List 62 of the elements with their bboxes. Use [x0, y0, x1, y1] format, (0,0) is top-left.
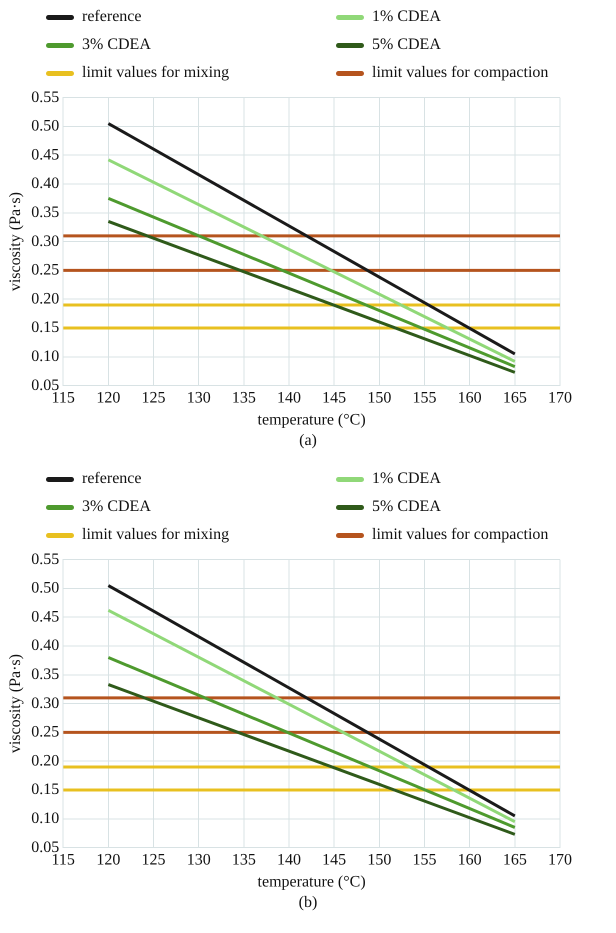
y-axis-title: viscosity (Pa·s): [6, 654, 24, 754]
legend-label: 1% CDEA: [372, 8, 441, 26]
text: (a): [298, 432, 318, 450]
x-tick-label: 120: [96, 851, 120, 868]
y-tick-label: 0.30: [31, 232, 60, 250]
x-tick-label: 170: [548, 851, 572, 868]
y-tick-label: 0.55: [31, 550, 60, 568]
y-tick-label: 0.55: [31, 88, 60, 106]
x-tick-label: 155: [412, 389, 437, 406]
legend-label: limit values for compaction: [372, 64, 548, 82]
x-axis-title: temperature (°C): [258, 874, 366, 891]
y-tick-label: 0.35: [31, 666, 60, 684]
x-tick-label: 135: [232, 851, 256, 868]
y-tick-label: 0.35: [31, 204, 60, 222]
x-tick-label: 130: [186, 389, 211, 406]
x-tick-label: 140: [277, 389, 302, 406]
x-tick-label: 165: [502, 851, 527, 868]
y-tick-label: 0.15: [31, 781, 60, 798]
y-tick-label: 0.15: [31, 319, 60, 336]
y-tick-label: 0.40: [31, 637, 60, 654]
legend-label: reference: [82, 8, 142, 26]
y-tick-label: 0.45: [31, 608, 60, 626]
x-tick-label: 115: [51, 389, 75, 406]
x-tick-label: 150: [367, 851, 392, 868]
y-tick-label: 0.25: [31, 262, 60, 279]
y-tick-label: 0.45: [31, 146, 60, 164]
x-tick-label: 160: [458, 851, 482, 868]
legend-label: 5% CDEA: [372, 498, 441, 516]
legend-label: limit values for mixing: [82, 64, 230, 82]
x-tick-label: 120: [96, 389, 120, 406]
legend-label: reference: [82, 470, 142, 488]
y-tick-label: 0.40: [31, 175, 60, 192]
legend-label: 3% CDEA: [82, 498, 151, 516]
y-tick-label: 0.50: [31, 118, 60, 135]
x-tick-label: 170: [548, 389, 572, 406]
x-tick-label: 125: [142, 851, 166, 868]
y-tick-label: 0.20: [31, 290, 60, 308]
y-axis-title: viscosity (Pa·s): [6, 192, 24, 292]
x-tick-label: 130: [186, 851, 211, 868]
y-tick-label: 0.30: [31, 694, 60, 712]
y-tick-label: 0.50: [31, 580, 60, 597]
x-tick-label: 140: [277, 851, 302, 868]
y-tick-label: 0.25: [31, 724, 60, 741]
y-tick-label: 0.10: [31, 348, 60, 366]
x-tick-label: 145: [322, 389, 346, 406]
text: (b): [298, 894, 318, 912]
x-tick-label: 160: [458, 389, 482, 406]
y-tick-label: 0.20: [31, 752, 60, 770]
x-tick-label: 145: [322, 851, 346, 868]
x-axis-title: temperature (°C): [258, 412, 366, 429]
legend-label: 1% CDEA: [372, 470, 441, 488]
legend-label: limit values for mixing: [82, 526, 230, 544]
legend-label: limit values for compaction: [372, 526, 548, 544]
x-tick-label: 150: [367, 389, 392, 406]
x-tick-label: 135: [232, 389, 256, 406]
x-tick-label: 125: [142, 389, 166, 406]
legend-label: 3% CDEA: [82, 36, 151, 54]
x-tick-label: 155: [412, 851, 437, 868]
x-tick-label: 115: [51, 851, 75, 868]
x-tick-label: 165: [502, 389, 527, 406]
y-tick-label: 0.10: [31, 810, 60, 828]
legend-label: 5% CDEA: [372, 36, 441, 54]
